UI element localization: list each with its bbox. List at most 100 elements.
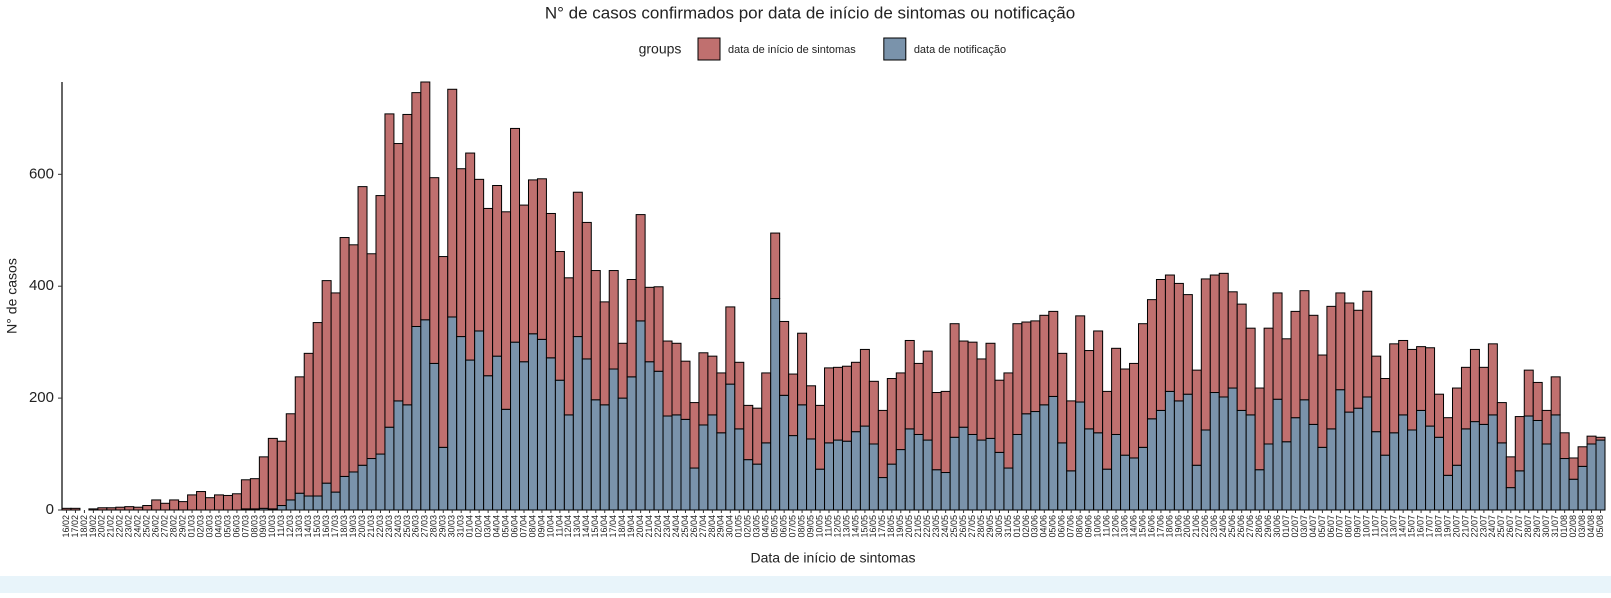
x-tick-label: 22/05 xyxy=(922,515,932,538)
bar-segment xyxy=(698,352,709,426)
x-tick-label: 07/03 xyxy=(240,515,250,538)
bar-segment xyxy=(931,469,942,511)
x-tick-label: 05/04 xyxy=(500,515,510,538)
x-tick-label: 22/07 xyxy=(1469,515,1479,538)
bar-segment xyxy=(1012,323,1023,435)
bar-segment xyxy=(1416,346,1427,411)
bar-segment xyxy=(1066,470,1077,511)
bar-segment xyxy=(644,286,655,363)
bar-segment xyxy=(1182,393,1193,511)
x-tick-label: 10/03 xyxy=(267,515,277,538)
bar-segment xyxy=(1389,432,1400,511)
x-tick-label: 24/05 xyxy=(940,515,950,538)
x-tick-label: 06/04 xyxy=(509,515,519,538)
bar-segment xyxy=(1371,431,1382,511)
bar-segment xyxy=(1075,401,1086,511)
bar-segment xyxy=(1586,435,1597,445)
bar-segment xyxy=(1451,464,1462,511)
bar-segment xyxy=(1012,433,1023,511)
bar-segment xyxy=(1093,330,1104,434)
bar-segment xyxy=(1514,416,1525,472)
bar-segment xyxy=(420,319,431,511)
bar-segment xyxy=(545,212,556,359)
x-tick-label: 05/08 xyxy=(1595,515,1605,538)
bar-segment xyxy=(1407,348,1418,431)
bar-segment xyxy=(1254,469,1265,511)
bar-segment xyxy=(806,438,817,511)
bar-segment xyxy=(1577,446,1588,467)
bar-segment xyxy=(1155,409,1166,511)
bar-segment xyxy=(196,491,207,511)
x-tick-label: 21/03 xyxy=(366,515,376,538)
x-tick-label: 19/07 xyxy=(1442,515,1452,538)
bar-segment xyxy=(904,428,915,511)
x-tick-label: 12/06 xyxy=(1110,515,1120,538)
x-tick-label: 31/05 xyxy=(1003,515,1013,538)
bar-segment xyxy=(1102,468,1113,511)
x-tick-label: 30/04 xyxy=(725,515,735,538)
x-tick-label: 25/02 xyxy=(142,515,152,538)
x-tick-label: 16/02 xyxy=(61,515,71,538)
bar-segment xyxy=(240,479,251,510)
x-tick-label: 27/05 xyxy=(967,515,977,538)
bar-segment xyxy=(142,505,153,511)
bar-segment xyxy=(779,320,790,396)
x-tick-label: 25/05 xyxy=(949,515,959,538)
bar-segment xyxy=(1281,441,1292,511)
bar-segment xyxy=(1146,418,1157,511)
bar-segment xyxy=(1164,390,1175,511)
bar-segment xyxy=(1039,314,1050,406)
bar-segment xyxy=(563,414,574,511)
bar-segment xyxy=(1496,442,1507,511)
bar-segment xyxy=(1120,368,1131,456)
x-tick-label: 31/03 xyxy=(456,515,466,538)
x-tick-label: 23/06 xyxy=(1209,515,1219,538)
bar-segment xyxy=(590,399,601,511)
bar-segment xyxy=(1326,428,1337,511)
x-tick-label: 04/06 xyxy=(1039,515,1049,538)
bar-segment xyxy=(617,342,628,399)
bar-segment xyxy=(1326,305,1337,430)
bar-segment xyxy=(88,508,99,511)
legend-label: data de início de sintomas xyxy=(728,44,856,56)
bar-segment xyxy=(312,322,323,497)
bar-segment xyxy=(931,392,942,471)
bar-segment xyxy=(1030,411,1041,511)
x-tick-label: 16/03 xyxy=(321,515,331,538)
bar-segment xyxy=(1487,414,1498,511)
x-tick-label: 22/02 xyxy=(115,515,125,538)
bar-segment xyxy=(1425,425,1436,511)
bar-segment xyxy=(725,383,736,511)
x-tick-label: 15/05 xyxy=(859,515,869,538)
bar-segment xyxy=(653,370,664,511)
bar-segment xyxy=(501,408,512,511)
bar-segment xyxy=(1084,428,1095,511)
bar-segment xyxy=(671,342,682,416)
bar-segment xyxy=(1362,396,1373,511)
bar-segment xyxy=(626,278,637,378)
bar-segment xyxy=(411,92,422,327)
bar-segment xyxy=(375,453,386,511)
bar-segment xyxy=(294,492,305,511)
bar-segment xyxy=(1335,389,1346,511)
bar-segment xyxy=(330,491,341,511)
bar-segment xyxy=(761,372,772,444)
bar-segment xyxy=(1335,292,1346,391)
bar-segment xyxy=(348,244,359,473)
x-tick-label: 11/05 xyxy=(823,515,833,537)
bar-segment xyxy=(1487,343,1498,416)
x-tick-label: 26/06 xyxy=(1236,515,1246,538)
bar-segment xyxy=(994,451,1005,511)
bar-segment xyxy=(1120,454,1131,511)
x-tick-label: 03/03 xyxy=(204,515,214,538)
bar-segment xyxy=(483,375,494,511)
x-tick-label: 09/07 xyxy=(1353,515,1363,538)
bar-segment xyxy=(949,436,960,511)
bar-segment xyxy=(797,332,808,406)
x-tick-label: 21/05 xyxy=(913,515,923,538)
bar-segment xyxy=(626,376,637,511)
x-tick-label: 13/04 xyxy=(572,515,582,538)
bar-segment xyxy=(824,367,834,444)
bar-segment xyxy=(303,495,314,511)
bar-segment xyxy=(1434,436,1445,511)
